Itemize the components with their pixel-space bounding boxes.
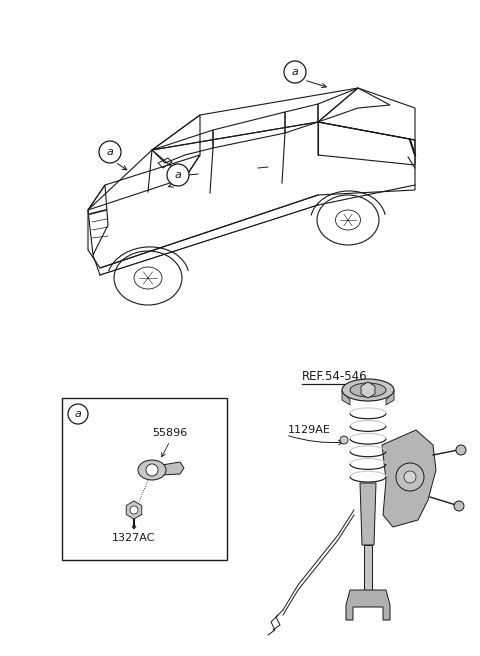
- Polygon shape: [386, 390, 394, 405]
- Text: a: a: [107, 147, 113, 157]
- Circle shape: [167, 164, 189, 186]
- Text: 1327AC: 1327AC: [112, 533, 156, 543]
- Circle shape: [284, 61, 306, 83]
- Polygon shape: [346, 590, 390, 620]
- Ellipse shape: [350, 383, 386, 397]
- Circle shape: [68, 404, 88, 424]
- Polygon shape: [364, 545, 372, 590]
- Text: a: a: [74, 409, 82, 419]
- Text: a: a: [291, 67, 299, 77]
- Text: 1129AE: 1129AE: [288, 425, 331, 435]
- Circle shape: [99, 141, 121, 163]
- Circle shape: [340, 436, 348, 444]
- Circle shape: [454, 501, 464, 511]
- Circle shape: [130, 506, 138, 514]
- Text: REF.54-546: REF.54-546: [302, 370, 368, 383]
- Circle shape: [456, 445, 466, 455]
- Text: a: a: [175, 170, 181, 180]
- Circle shape: [396, 463, 424, 491]
- Circle shape: [404, 471, 416, 483]
- Ellipse shape: [342, 379, 394, 401]
- Polygon shape: [162, 462, 184, 475]
- Ellipse shape: [138, 460, 166, 480]
- Polygon shape: [382, 430, 436, 527]
- Bar: [62, 398, 227, 560]
- Polygon shape: [360, 483, 376, 545]
- Circle shape: [146, 464, 158, 476]
- Text: 55896: 55896: [152, 428, 188, 438]
- Polygon shape: [342, 390, 350, 405]
